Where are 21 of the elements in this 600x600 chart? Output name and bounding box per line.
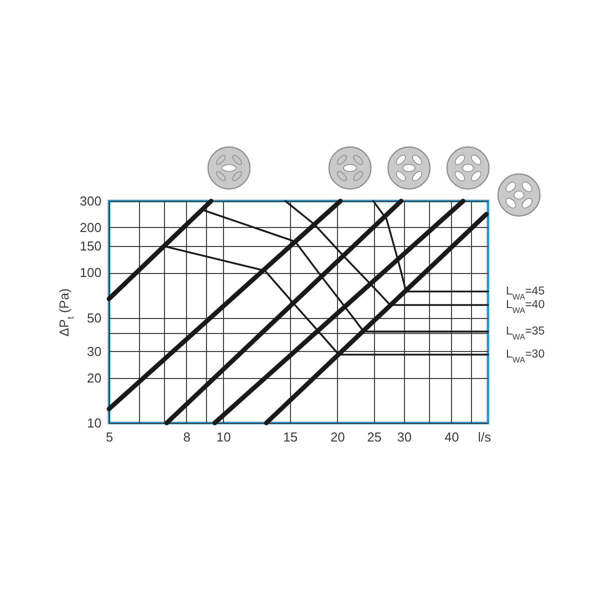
x-axis-title: l/s xyxy=(478,430,492,444)
x-tick-label: 8 xyxy=(183,430,190,444)
y-tick-label: 150 xyxy=(80,238,102,254)
y-tick-label: 10 xyxy=(87,416,102,430)
x-tick-label: 15 xyxy=(283,430,298,444)
y-tick-label: 50 xyxy=(87,310,102,326)
y-tick-label: 100 xyxy=(80,265,102,280)
y-tick-label: 200 xyxy=(80,220,102,235)
y-tick-label: 20 xyxy=(87,370,102,386)
x-tick-label: 5 xyxy=(106,430,114,444)
x-tick-label: 25 xyxy=(367,430,382,444)
x-tick-label: 40 xyxy=(444,430,460,444)
y-tick-label: 30 xyxy=(87,344,102,359)
series-label: L$_{WA}$=40 xyxy=(506,298,545,314)
series-label: L$_{WA}$=45 xyxy=(506,285,545,301)
x-tick-label: 10 xyxy=(216,430,231,444)
x-tick-label: 20 xyxy=(330,430,345,444)
series-label: L$_{WA}$=30 xyxy=(506,348,545,364)
x-tick-label: 30 xyxy=(397,430,412,444)
series-label: L$_{WA}$=35 xyxy=(506,326,545,342)
y-tick-label: 300 xyxy=(80,194,102,208)
